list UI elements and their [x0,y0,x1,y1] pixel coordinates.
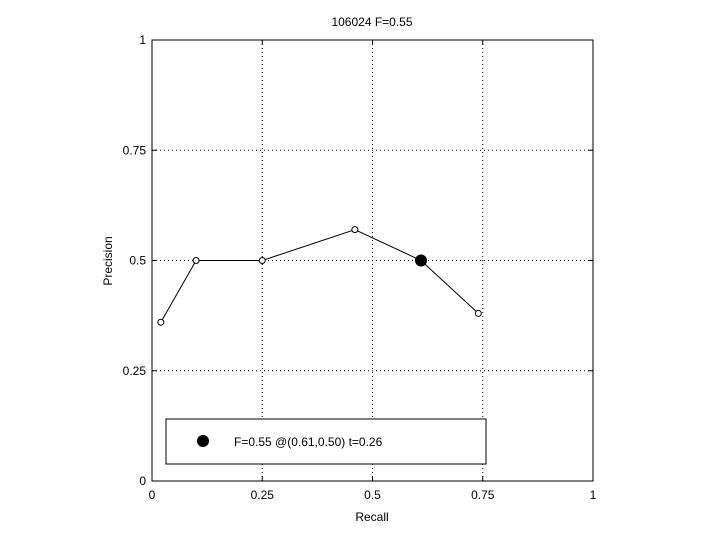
highlight-layer [415,254,428,267]
y-tick-label: 0.75 [123,143,147,157]
data-point [258,257,266,264]
legend-box [165,418,487,465]
x-tick-label: 0.5 [364,488,381,502]
axis-ticks [151,39,594,482]
y-tick-label: 0 [139,474,146,488]
y-tick-label: 0.25 [123,364,147,378]
x-tick-label: 1 [590,488,597,502]
x-tick-labels: 0 0.25 0.5 0.75 1 [149,488,597,502]
best-f-point [415,254,428,267]
x-axis-label: Recall [355,510,388,524]
chart-title: 106024 F=0.55 [331,15,412,29]
y-tick-label: 0.5 [129,254,146,268]
y-tick-label: 1 [139,33,146,47]
series-line [160,229,479,323]
x-tick-label: 0 [149,488,156,502]
y-tick-labels: 0 0.25 0.5 0.75 1 [123,33,147,488]
legend-label: F=0.55 @(0.61,0.50) t=0.26 [234,435,383,449]
x-tick-label: 0.25 [251,488,275,502]
data-point [192,257,200,264]
y-axis-label: Precision [101,236,115,285]
data-point [157,318,165,326]
legend: F=0.55 @(0.61,0.50) t=0.26 [165,418,487,465]
data-point [351,226,359,234]
series-layer [157,226,482,326]
legend-marker [197,435,209,447]
x-tick-label: 0.75 [471,488,495,502]
data-point [474,309,482,317]
